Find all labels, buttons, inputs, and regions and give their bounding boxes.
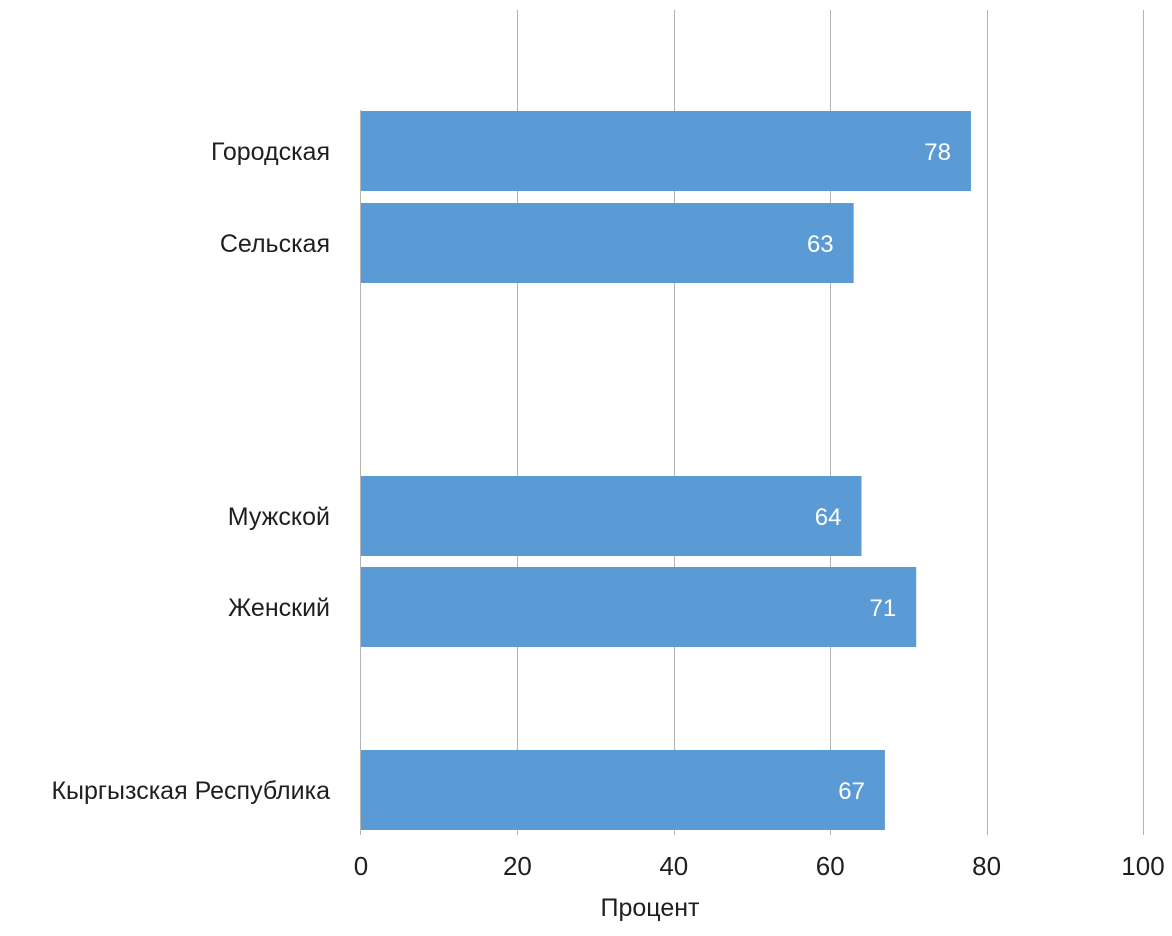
x-tick-label: 100: [1121, 851, 1164, 881]
data-label: 63: [807, 231, 834, 258]
bar: [361, 203, 854, 283]
category-label: Кыргызская Республика: [51, 777, 330, 805]
category-label: Мужской: [228, 503, 330, 531]
data-labels: 78 63 64 71 67: [807, 139, 951, 805]
data-label: 64: [815, 504, 842, 531]
bars: [361, 111, 971, 830]
bar: [361, 476, 862, 556]
category-label: Сельская: [220, 230, 330, 258]
data-label: 67: [838, 778, 865, 805]
x-tick-label: 0: [354, 851, 368, 881]
x-tick-label: 80: [972, 851, 1001, 881]
x-axis-tick-labels: 0 20 40 60 80 100: [354, 851, 1165, 881]
data-label: 78: [924, 139, 951, 166]
bar: [361, 750, 885, 830]
x-tick-label: 40: [659, 851, 688, 881]
x-tick-label: 20: [503, 851, 532, 881]
data-label: 71: [870, 595, 897, 622]
bar: [361, 111, 971, 191]
category-label: Городская: [211, 138, 330, 166]
category-labels: Городская Сельская Мужской Женский Кыргызска…: [51, 138, 330, 805]
bar: [361, 567, 917, 647]
category-label: Женский: [228, 594, 330, 622]
x-tick-label: 60: [816, 851, 845, 881]
x-axis-title: Процент: [601, 894, 701, 922]
